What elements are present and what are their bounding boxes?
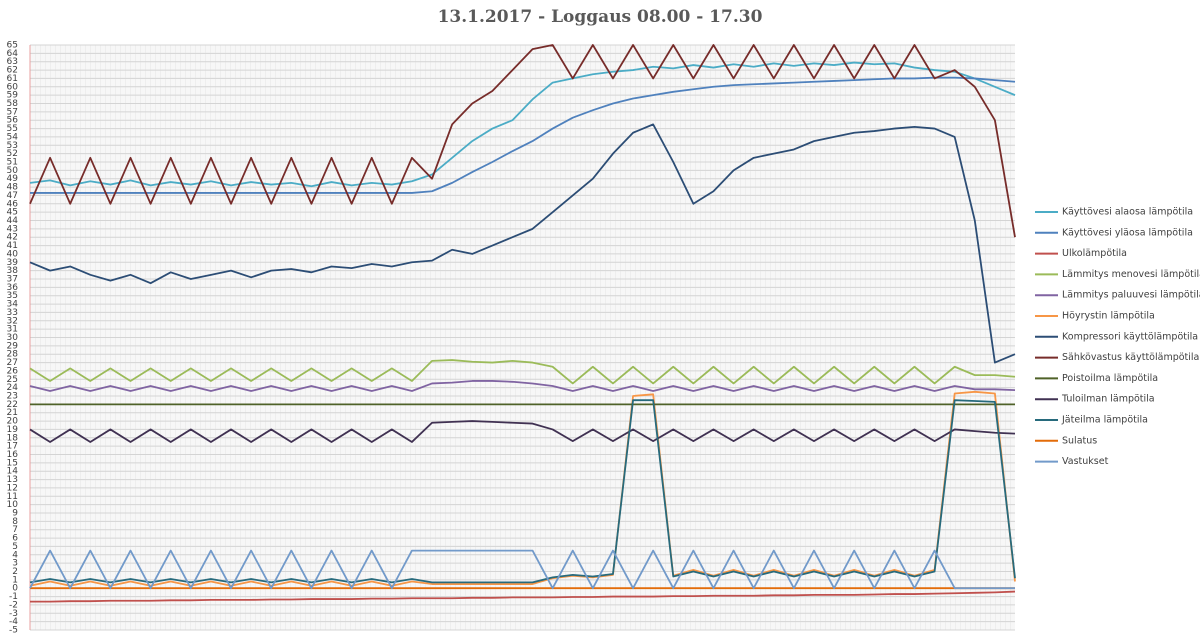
legend-label: Kompressori käyttölämpötila	[1062, 331, 1198, 342]
y-tick-label: 51	[7, 158, 18, 168]
y-tick-label: 35	[7, 291, 18, 301]
y-tick-label: 34	[7, 300, 19, 310]
y-tick-label: 63	[7, 57, 18, 67]
y-tick-label: 59	[7, 91, 19, 101]
y-tick-label: 21	[7, 408, 18, 418]
y-tick-label: 15	[7, 458, 18, 468]
y-tick-label: 47	[7, 191, 18, 201]
y-tick-label: 16	[7, 450, 19, 460]
y-tick-label: 32	[7, 316, 18, 326]
legend-label: Vastukset	[1062, 456, 1109, 467]
y-tick-label: 12	[7, 483, 18, 493]
y-tick-label: 6	[12, 534, 18, 544]
y-tick-label: 14	[7, 467, 19, 477]
y-tick-label: 17	[7, 442, 18, 452]
y-tick-label: 60	[7, 82, 19, 92]
y-tick-label: 19	[7, 425, 19, 435]
y-tick-label: 0	[12, 584, 18, 594]
y-tick-label: 27	[7, 358, 18, 368]
y-tick-label: 10	[7, 500, 19, 510]
y-tick-label: 65	[7, 41, 18, 51]
y-tick-label: 30	[7, 333, 19, 343]
series-line	[29, 61, 1016, 188]
y-tick-label: 24	[7, 383, 19, 393]
y-tick-label: 42	[7, 233, 18, 243]
legend-label: Ulkolämpötila	[1062, 248, 1127, 259]
y-tick-label: 45	[7, 208, 18, 218]
legend-label: Sulatus	[1062, 435, 1097, 446]
series-line	[29, 123, 1016, 364]
y-tick-label: 54	[7, 132, 19, 142]
y-tick-label: 29	[7, 341, 19, 351]
y-tick-label: 40	[7, 249, 19, 259]
y-tick-label: -2	[9, 600, 18, 610]
y-tick-label: 11	[7, 492, 18, 502]
y-tick-label: 58	[7, 99, 19, 109]
y-tick-label: 50	[7, 166, 19, 176]
y-tick-label: 38	[7, 266, 19, 276]
y-tick-label: 5	[12, 542, 18, 552]
y-tick-label: 57	[7, 107, 18, 117]
y-tick-label: 3	[12, 559, 18, 569]
y-tick-label: -3	[9, 609, 18, 619]
y-tick-label: 49	[7, 174, 19, 184]
y-tick-label: 52	[7, 149, 18, 159]
y-tick-label: 46	[7, 199, 19, 209]
y-tick-label: 28	[7, 350, 19, 360]
y-tick-label: 37	[7, 275, 18, 285]
chart-title: 13.1.2017 - Loggaus 08.00 - 17.30	[438, 7, 763, 27]
series-line	[29, 390, 1016, 587]
legend-label: Jäteilma lämpötila	[1061, 415, 1148, 426]
series-line	[29, 549, 1015, 590]
y-tick-label: 2	[12, 567, 18, 577]
series-line	[29, 380, 1016, 392]
y-tick-label: 61	[7, 74, 18, 84]
y-tick-label: 62	[7, 66, 18, 76]
y-tick-label: 43	[7, 224, 18, 234]
y-tick-label: 55	[7, 124, 18, 134]
y-tick-label: 22	[7, 400, 18, 410]
series-line	[29, 420, 1016, 443]
legend-label: Sähkövastus käyttölämpötila	[1062, 352, 1199, 363]
y-tick-label: -5	[9, 626, 18, 636]
y-tick-label: 31	[7, 325, 18, 335]
y-tick-label: 1	[12, 575, 18, 585]
y-tick-label: 8	[12, 517, 18, 527]
y-tick-label: 36	[7, 283, 19, 293]
y-tick-label: 56	[7, 116, 19, 126]
y-tick-label: 23	[7, 392, 18, 402]
y-tick-label: -1	[9, 592, 18, 602]
legend-label: Käyttövesi yläosa lämpötila	[1062, 227, 1193, 238]
y-tick-label: 41	[7, 241, 18, 251]
y-tick-label: 44	[7, 216, 19, 226]
y-tick-label: 25	[7, 375, 18, 385]
legend-label: Tuloilman lämpötila	[1061, 394, 1155, 405]
y-tick-label: 39	[7, 258, 19, 268]
series-line	[30, 590, 1016, 603]
series-line	[29, 359, 1016, 385]
y-tick-label: 7	[12, 525, 18, 535]
legend-label: Poistoilma lämpötila	[1062, 373, 1158, 384]
legend-label: Lämmitys paluuvesi lämpötila	[1062, 290, 1200, 301]
series-line	[29, 44, 1016, 238]
legend-label: Lämmitys menovesi lämpötila	[1062, 269, 1200, 280]
legend-label: Käyttövesi alaosa lämpötila	[1062, 207, 1193, 218]
y-tick-label: 33	[7, 308, 18, 318]
y-tick-label: 53	[7, 141, 18, 151]
y-tick-label: 48	[7, 183, 19, 193]
legend-label: Höyrystin lämpötila	[1062, 311, 1155, 322]
y-tick-label: 13	[7, 475, 18, 485]
y-tick-label: 18	[7, 433, 19, 443]
y-tick-label: 64	[7, 49, 19, 59]
y-tick-label: 4	[12, 550, 18, 560]
y-tick-label: 9	[12, 509, 18, 519]
series-line	[30, 76, 1016, 194]
y-tick-label: -4	[9, 617, 18, 627]
y-tick-label: 26	[7, 366, 19, 376]
y-tick-label: 20	[7, 417, 19, 427]
